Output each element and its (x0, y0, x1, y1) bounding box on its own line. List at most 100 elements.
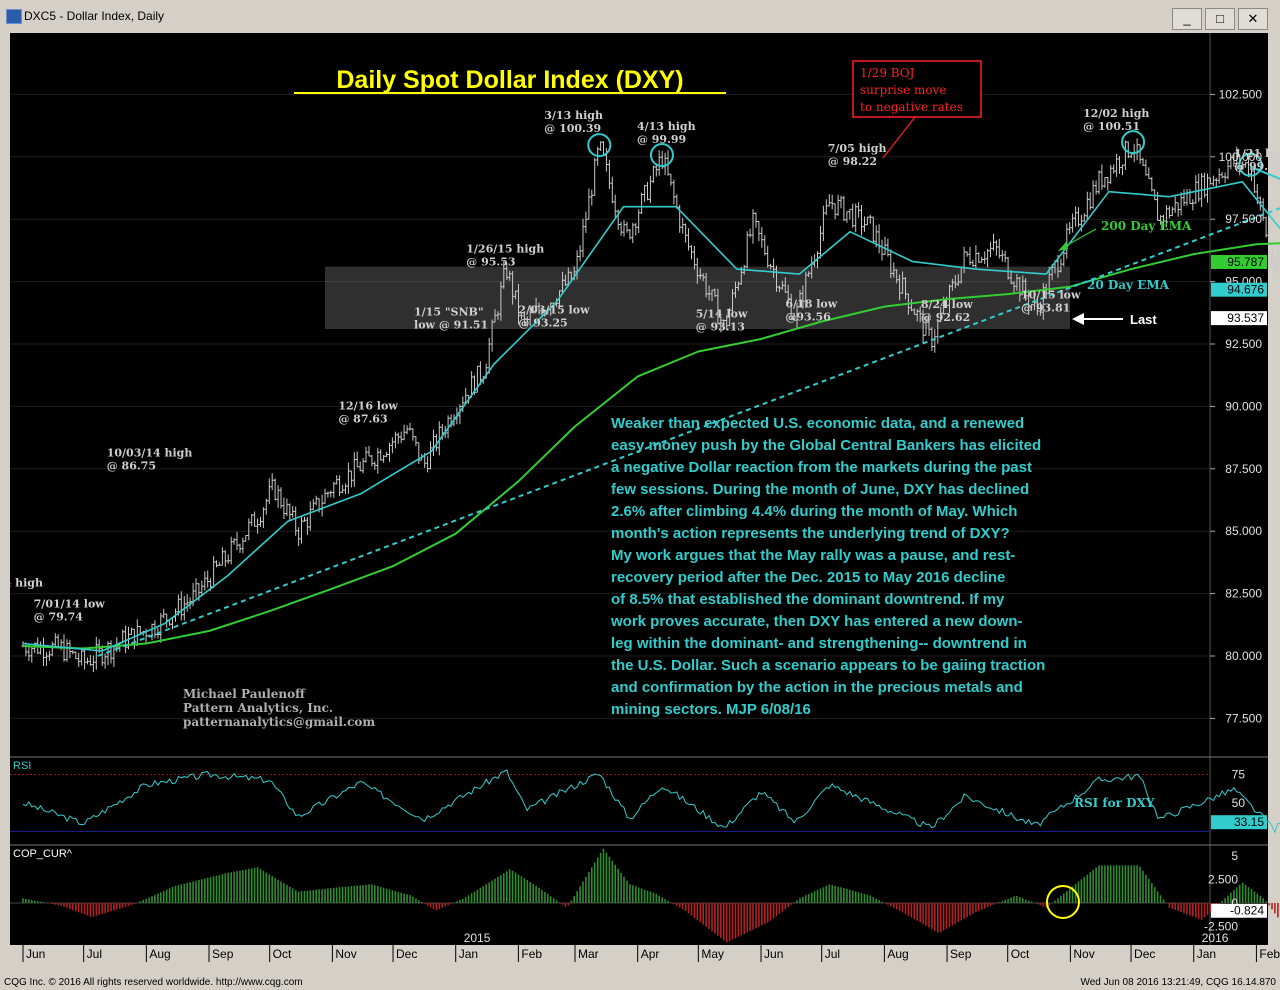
status-copyright: CQG Inc. © 2016 All rights reserved worl… (4, 977, 303, 988)
close-button[interactable]: ✕ (1238, 8, 1268, 30)
rising-trendline (97, 207, 1280, 657)
chart-canvas: 102.500100.00097.50095.00092.50090.00087… (0, 32, 1280, 976)
commentary-line: recovery period after the Dec. 2015 to M… (611, 569, 1005, 586)
x-month-label: May (701, 947, 724, 961)
annotation-label: @ 95.53 (466, 255, 515, 268)
oscillator-histogram (22, 848, 1280, 943)
commentary-line: mining sectors. MJP 6/08/16 (611, 701, 811, 718)
annotation-label: 12/02 high (1083, 107, 1149, 120)
price-tag-box (1211, 282, 1267, 297)
commentary-line: My work argues that the May rally was a … (611, 547, 1015, 564)
commentary-line: a negative Dollar reaction from the mark… (611, 459, 1032, 476)
annotation-label: 5/14 low (696, 307, 748, 320)
rsi-panel: 75 50 33.15 RSI RSI for DXY (10, 760, 1280, 834)
high-circle (587, 133, 612, 158)
commentary-line: work proves accurate, then DXY has enter… (610, 613, 1023, 630)
rsi-last-value: 33.15 (1234, 815, 1264, 829)
price-tick-label: 100.000 (1219, 150, 1263, 164)
x-month-label: Jun (26, 947, 45, 961)
x-month-label: Aug (149, 947, 170, 961)
commentary-line: few sessions. During the month of June, … (611, 481, 1029, 498)
boj-line-3: to negative rates (860, 100, 963, 114)
oscillator-negative-bars (48, 903, 1280, 943)
commentary-line: month's action represents the underlying… (611, 525, 1010, 542)
annotation-label: @ 93.25 (518, 316, 567, 329)
price-tick-label: 85.000 (1225, 524, 1262, 538)
annotation-label: 7/01/14 low (34, 597, 106, 610)
oscillator-tick-label: 0 (1231, 896, 1238, 910)
annotation-label: 2/03/15 low (518, 303, 590, 316)
price-tag-label: 95.787 (1227, 255, 1264, 269)
annotation-label: @ 93.81 (1021, 301, 1070, 314)
trendlines (97, 165, 1280, 657)
minimize-button[interactable]: _ (1172, 8, 1202, 30)
rsi-title: RSI (13, 760, 31, 772)
x-month-label: Oct (273, 947, 292, 961)
oscillator-title: COP_CUR^ (13, 848, 73, 860)
x-month-label: Nov (335, 947, 356, 961)
oscillator-positive-bars (22, 848, 1267, 903)
x-month-label: Jun (764, 947, 783, 961)
x-axis: Jun Jul Aug Sep Oct Nov Dec Jan Feb Mar Apr May Jun J… (22, 931, 1280, 962)
price-tag-label: 94.676 (1227, 283, 1264, 297)
x-month-label: Oct (1011, 947, 1030, 961)
annotation-label: 1/21 high (1234, 147, 1280, 160)
annotation-label: @ 99.99 (637, 133, 686, 146)
ema200-label: 200 Day EMA (1101, 219, 1192, 233)
annotation-label: 12/16 low (338, 400, 398, 413)
price-tag-box (1211, 311, 1267, 326)
oscillator-panel: 5 2.500 0 -2.500 -0.824 COP_CUR^ (10, 848, 1280, 943)
annotation-label: 10/03/14 high (107, 447, 193, 460)
price-panel: 102.500100.00097.50095.00092.50090.00087… (0, 60, 1280, 729)
commentary-line: 2.6% after climbing 4.4% during the mont… (611, 503, 1017, 520)
annotation-label: 3/13 high (544, 109, 603, 122)
annotation-label: low @ 91.51 (414, 319, 488, 332)
commentary-line: leg within the dominant- and strengtheni… (611, 635, 1027, 652)
annotation-label: 10/15 low (1021, 288, 1081, 301)
price-tick-label: 77.500 (1225, 711, 1262, 725)
annotation-label: @ 100.51 (1083, 120, 1140, 133)
annotation-label: 1/26/15 high (466, 242, 544, 255)
oscillator-last-box (1211, 903, 1267, 918)
x-month-label: Apr (641, 947, 660, 961)
x-month-label: Aug (887, 947, 908, 961)
commentary-line: the U.S. Dollar. Such a scenario appears… (611, 657, 1045, 674)
commentary-line: and confirmation by the action in the pr… (611, 679, 1023, 696)
price-tick-label: 87.500 (1225, 462, 1262, 476)
ema20-label: 20 Day EMA (1087, 278, 1170, 292)
boj-note: 1/29 BOJ surprise move to negative rates (852, 60, 982, 159)
high-circles (587, 130, 1263, 177)
oscillator-last-value: -0.824 (1230, 904, 1264, 918)
x-month-label: Sep (950, 947, 972, 961)
x-month-label: Dec (1134, 947, 1155, 961)
x-month-label: Nov (1073, 947, 1094, 961)
oscillator-tick-label: -2.500 (1204, 920, 1238, 934)
annotation-label: @ 86.75 (107, 460, 156, 473)
x-year-label: 2016 (1202, 931, 1229, 945)
ema200-line (22, 242, 1280, 650)
ema20-line (22, 181, 1280, 652)
signature: Michael Paulenoff Pattern Analytics, Inc… (183, 687, 375, 729)
window-title: DXC5 - Dollar Index, Daily (24, 9, 165, 23)
last-label-group: Last (1072, 312, 1157, 327)
x-month-label: Mar (578, 947, 599, 961)
window-titlebar: DXC5 - Dollar Index, Daily _ □ ✕ (0, 0, 1280, 32)
high-circle (1121, 130, 1146, 155)
oscillator-tick-label: 2.500 (1208, 873, 1238, 887)
signature-line-3: patternanalytics@gmail.com (183, 715, 375, 729)
oscillator-highlight-circle (1046, 885, 1080, 919)
annotation-label: @ 99.80 (1234, 160, 1280, 173)
annotations: 3/13 high@ 100.39 4/13 high@ 99.99 12/02 h… (0, 107, 1280, 623)
chart-title: Daily Spot Dollar Index (DXY) (336, 66, 683, 94)
annotation-label: 6/18 low (785, 298, 837, 311)
annotation-label: 4/13 high (637, 120, 696, 133)
x-month-label: Jul (87, 947, 102, 961)
ema200-path (22, 242, 1280, 650)
price-tick-label: 82.500 (1225, 587, 1262, 601)
rsi-last-box (1211, 815, 1267, 830)
x-month-label: Jan (459, 947, 478, 961)
price-tick-label: 92.500 (1225, 337, 1262, 351)
price-tick-label: 102.500 (1219, 87, 1263, 101)
x-year-label: 2015 (464, 931, 491, 945)
maximize-button[interactable]: □ (1205, 8, 1235, 30)
